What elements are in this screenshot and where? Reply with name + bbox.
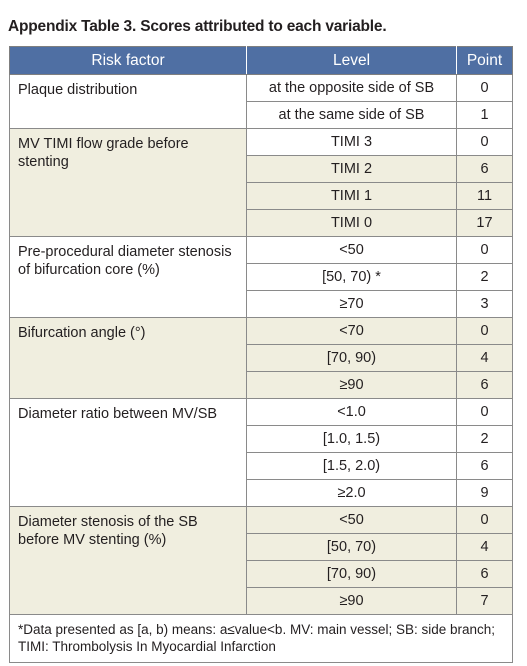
level-cell: [70, 90) — [246, 560, 457, 588]
point-cell: 11 — [456, 182, 513, 210]
table-row: ≥70 3 — [10, 290, 513, 318]
level-cell: <70 — [246, 317, 457, 345]
level-cell: [1.0, 1.5) — [246, 425, 457, 453]
table-row: [1.5, 2.0) 6 — [10, 452, 513, 480]
point-cell: 1 — [456, 101, 513, 129]
header-point: Point — [456, 46, 513, 75]
table-row: TIMI 0 17 — [10, 209, 513, 237]
table-row: ≥90 7 — [10, 587, 513, 615]
level-cell: [50, 70) — [246, 533, 457, 561]
table-row: [70, 90) 4 — [10, 344, 513, 372]
table-row: Plaque distribution at the opposite side… — [9, 74, 513, 129]
point-cell: 4 — [456, 533, 513, 561]
point-cell: 6 — [456, 560, 513, 588]
level-cell: TIMI 3 — [246, 128, 457, 156]
table-row: MV TIMI flow grade before stenting TIMI … — [9, 128, 513, 237]
risk-factor-cell: Bifurcation angle (°) — [9, 317, 247, 399]
risk-factor-cell: Plaque distribution — [9, 74, 247, 129]
risk-factor-cell: MV TIMI flow grade before stenting — [9, 128, 247, 237]
table-row: Diameter ratio between MV/SB <1.0 0 — [9, 398, 513, 507]
table-row: [70, 90) 6 — [10, 560, 513, 588]
level-cell: ≥90 — [246, 587, 457, 615]
point-cell: 17 — [456, 209, 513, 237]
header-level: Level — [246, 46, 457, 75]
table-row: [1.0, 1.5) 2 — [10, 425, 513, 453]
risk-factor-cell: Diameter ratio between MV/SB — [9, 398, 247, 507]
table-row: ≥2.0 9 — [10, 479, 513, 507]
point-cell: 9 — [456, 479, 513, 507]
level-cell: TIMI 2 — [246, 155, 457, 183]
point-cell: 0 — [456, 506, 513, 534]
level-cell: TIMI 1 — [246, 182, 457, 210]
table-row: at the same side of SB 1 — [10, 101, 513, 129]
level-cell: <50 — [246, 506, 457, 534]
point-cell: 7 — [456, 587, 513, 615]
level-cell: [1.5, 2.0) — [246, 452, 457, 480]
point-cell: 2 — [456, 425, 513, 453]
point-cell: 6 — [456, 371, 513, 399]
point-cell: 0 — [456, 398, 513, 426]
level-cell: at the opposite side of SB — [246, 74, 457, 102]
scores-table: Risk factor Level Point Plaque distribut… — [9, 46, 513, 663]
point-cell: 0 — [456, 74, 513, 102]
point-cell: 2 — [456, 263, 513, 291]
level-cell: ≥2.0 — [246, 479, 457, 507]
point-cell: 0 — [456, 317, 513, 345]
point-cell: 6 — [456, 452, 513, 480]
table-row: Diameter stenosis of the SB before MV st… — [9, 506, 513, 615]
level-cell: at the same side of SB — [246, 101, 457, 129]
table-row: [50, 70) * 2 — [10, 263, 513, 291]
level-cell: [50, 70) * — [246, 263, 457, 291]
footnote-row: *Data presented as [a, b) means: a≤value… — [9, 614, 513, 663]
risk-factor-cell: Pre-procedural diameter stenosis of bifu… — [9, 236, 247, 318]
risk-factor-cell: Diameter stenosis of the SB before MV st… — [9, 506, 247, 615]
table-row: Bifurcation angle (°) <70 0 — [9, 317, 513, 399]
level-cell: ≥70 — [246, 290, 457, 318]
level-cell: ≥90 — [246, 371, 457, 399]
level-cell: [70, 90) — [246, 344, 457, 372]
table-row: Pre-procedural diameter stenosis of bifu… — [9, 236, 513, 318]
point-cell: 6 — [456, 155, 513, 183]
point-cell: 3 — [456, 290, 513, 318]
table-row: TIMI 2 6 — [10, 155, 513, 183]
level-cell: TIMI 0 — [246, 209, 457, 237]
level-cell: <1.0 — [246, 398, 457, 426]
point-cell: 0 — [456, 128, 513, 156]
header-risk-factor: Risk factor — [9, 46, 247, 75]
level-cell: <50 — [246, 236, 457, 264]
table-row: TIMI 1 11 — [10, 182, 513, 210]
point-cell: 4 — [456, 344, 513, 372]
point-cell: 0 — [456, 236, 513, 264]
header-row: Risk factor Level Point — [9, 46, 513, 75]
table-caption: Appendix Table 3. Scores attributed to e… — [8, 18, 387, 35]
table-footnote: *Data presented as [a, b) means: a≤value… — [9, 614, 513, 663]
